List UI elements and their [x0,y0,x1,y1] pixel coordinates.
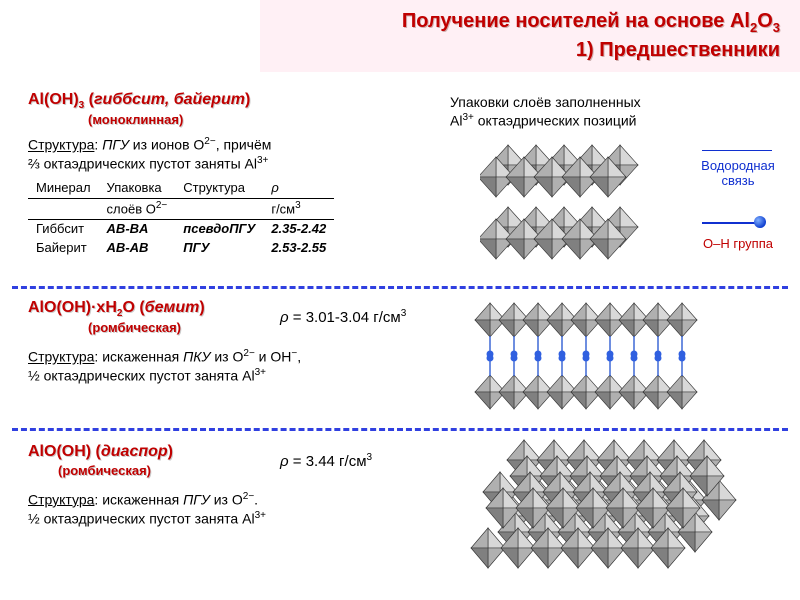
legend-oh-label: O–H группа [692,236,784,251]
table-header: Упаковка [99,179,176,198]
section1-crystal-system: (моноклинная) [88,112,448,129]
table-row: Гиббсит AB-BA псевдоПГУ 2.35-2.42 [28,219,334,238]
slide-title: Получение носителей на основе Al2O3 1) П… [260,0,800,72]
minerals-table: Минерал Упаковка Структура ρ слоёв O2− г… [28,179,334,258]
table-header: ρ [263,179,334,198]
hbond-line-icon [702,150,772,151]
table-header: Минерал [28,179,99,198]
section-diaspore: AlO(OH) (диаспор) (ромбическая) Структур… [28,442,448,527]
crystal-structure-gibbsite [480,135,680,270]
table-header: Структура [175,179,263,198]
section1-structure: Структура: ПГУ из ионов O2−, причём ⅔ ок… [28,135,448,173]
section1-heading: Al(OH)3 (гиббсит, байерит) [28,90,448,112]
section-divider [12,428,788,431]
oh-line-icon [702,222,757,224]
title-line-2: 1) Предшественники [280,39,780,62]
table-row: Байерит AB-AB ПГУ 2.53-2.55 [28,239,334,258]
legend-hbond-label: Водородная связь [692,158,784,188]
right-caption: Упаковки слоёв заполненных Al3+ октаэдри… [450,94,680,130]
section3-heading: AlO(OH) (диаспор) [28,442,448,463]
table-header-sub: слоёв O2− [99,198,176,219]
crystal-structure-boehmite [470,296,780,416]
section3-structure: Структура: искаженная ПГУ из O2−. ½ окта… [28,490,448,528]
section3-crystal-system: (ромбическая) [58,463,448,480]
section3-density: ρ = 3.44 г/см3 [280,452,372,470]
section2-structure: Структура: искаженная ПКУ из O2− и OH−, … [28,347,448,385]
table-header-sub: г/см3 [263,198,334,219]
crystal-structure-diaspore [470,438,780,588]
section-gibbsite: Al(OH)3 (гиббсит, байерит) (моноклинная)… [28,90,448,258]
section-divider [12,286,788,289]
oh-atom-icon [754,216,766,228]
title-line-1: Получение носителей на основе Al2O3 [280,10,780,35]
section2-density: ρ = 3.01-3.04 г/см3 [280,308,406,326]
